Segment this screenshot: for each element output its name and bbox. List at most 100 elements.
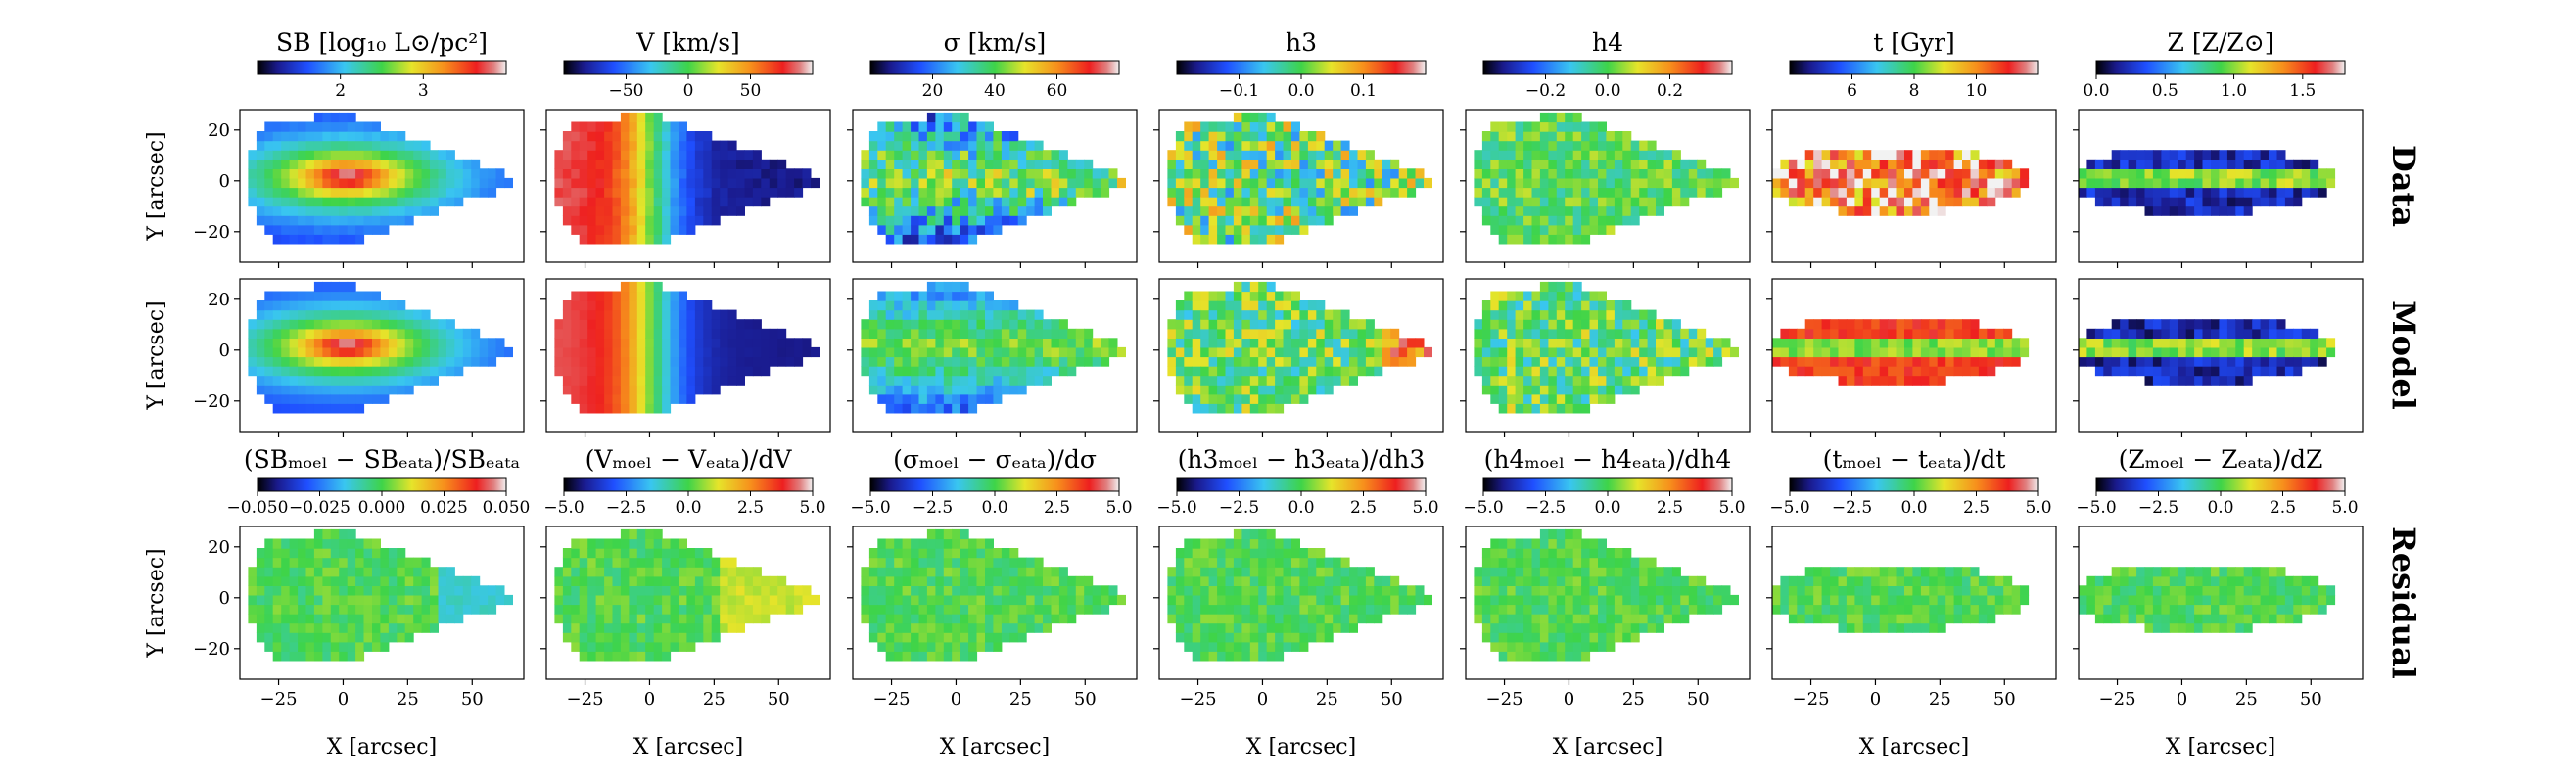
map-cell [653,356,663,367]
map-cell [1539,557,1549,568]
map-cell [1556,528,1566,540]
map-cell [1920,197,1930,207]
map-cell [281,356,291,367]
map-cell [926,393,936,404]
residual-colorbar-SB: (SBₘₒₑₗ − SBₑₐₜₐ)/SBₑₐₜₐ−0.050 −0.025 0.00… [227,445,531,518]
map-cell [894,594,904,606]
map-cell [595,168,605,179]
map-cell [363,206,373,216]
map-cell [1920,168,1930,179]
map-cell [289,300,299,311]
map-cell [1283,121,1292,132]
map-cell [1556,385,1566,395]
map-cell [554,338,564,348]
map-cell [571,346,581,358]
map-cell [1324,604,1334,615]
map-cell [1283,309,1292,320]
map-cell [1671,197,1681,207]
map-cell [1026,159,1036,169]
map-cell [1539,575,1549,586]
map-cell [322,300,332,311]
map-cell [1233,168,1242,179]
map-cell [1225,140,1235,151]
map-cell [1043,187,1052,198]
map-cell [1589,567,1599,577]
map-cell [653,632,663,643]
map-cell [1498,291,1508,301]
map-cell [1871,375,1881,386]
map-cell [703,300,713,311]
map-cell [1225,177,1235,189]
map-cell [1945,187,1955,198]
map-cell [877,385,887,395]
map-cell [1888,159,1897,169]
map-cell [305,403,315,414]
map-cell [454,346,464,358]
map-cell [935,215,945,226]
map-cell [885,575,895,586]
x-tick-label: 50 [1381,689,1403,709]
map-cell [339,121,349,132]
map-cell [686,177,696,189]
map-cell [397,548,406,559]
map-cell [1233,393,1242,404]
map-cell [1920,159,1930,169]
map-cell [1788,356,1798,367]
map-cell [579,557,588,568]
map-cell [1697,575,1707,586]
map-cell [562,150,572,160]
map-cell [1184,215,1194,226]
map-cell [1539,604,1549,615]
map-cell [645,150,655,160]
map-cell [985,614,994,624]
map-cell [1225,393,1235,404]
map-cell [1249,197,1259,207]
map-cell [438,366,447,377]
map-cell [1970,159,1980,169]
map-cell [686,215,696,226]
map-cell [363,121,373,132]
map-cell [289,346,299,358]
map-cell [1075,575,1085,586]
map-cell [1581,585,1591,596]
map-cell [397,328,406,339]
map-cell [1357,585,1367,596]
map-cell [1217,366,1227,377]
map-cell [256,206,265,216]
map-cell [911,140,920,151]
map-cell [1001,150,1010,160]
map-cell [662,594,672,606]
map-cell [330,140,340,151]
map-cell [289,641,299,652]
map-cell [645,528,655,540]
map-cell [1208,319,1218,330]
map-cell [911,614,920,624]
map-cell [727,575,737,586]
map-cell [264,121,274,132]
map-cell [1539,281,1549,293]
map-cell [562,300,572,311]
map-cell [1581,594,1591,606]
map-cell [256,328,265,339]
map-cell [256,309,265,320]
map-cell [256,215,265,226]
panel-sigma-residual: −25 0 25 50X [arcsec] [847,526,1138,759]
map-cell [1481,168,1491,179]
map-cell [1258,585,1268,596]
map-cell [1647,338,1657,348]
map-cell [339,548,349,559]
map-cell [1075,187,1085,198]
map-cell [355,356,365,367]
map-cell [256,187,265,198]
map-cell [1598,385,1607,395]
map-cell [1663,168,1673,179]
map-cell [445,168,455,179]
map-cell [1249,319,1259,330]
map-cell [1017,328,1027,339]
colorbar-tick-label: −2.5 [606,498,646,518]
map-cell [372,309,381,320]
map-cell [1663,338,1673,348]
map-cell [645,575,655,586]
colorbar-tick-label: 5.0 [1105,498,1132,518]
map-cell [976,641,986,652]
